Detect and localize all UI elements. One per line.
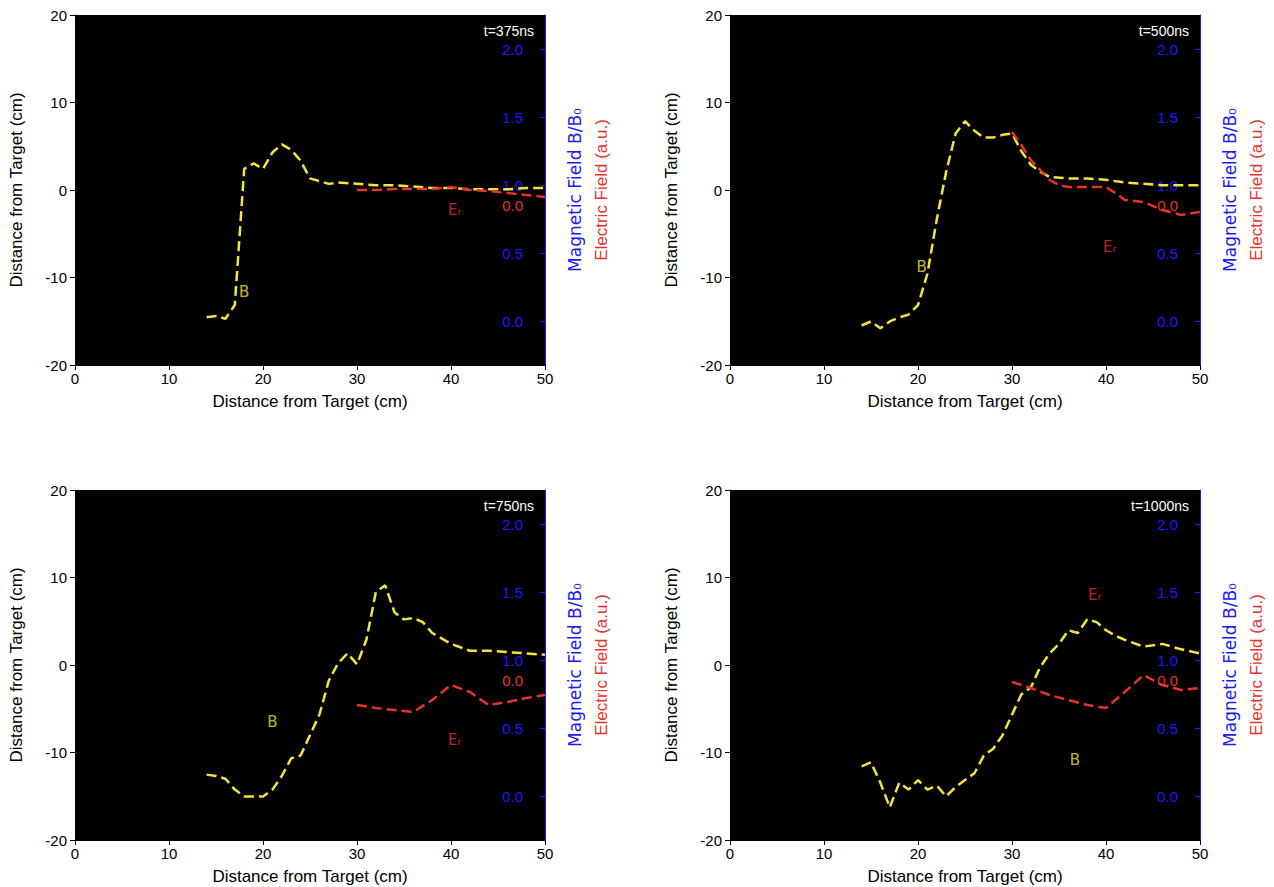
- svg-text:10: 10: [161, 370, 178, 387]
- svg-text:B: B: [1070, 751, 1080, 769]
- svg-text:2.0: 2.0: [502, 41, 523, 58]
- svg-text:2.0: 2.0: [1157, 516, 1178, 533]
- svg-text:50: 50: [537, 370, 554, 387]
- svg-text:1.0: 1.0: [502, 652, 523, 669]
- svg-text:50: 50: [1192, 370, 1209, 387]
- svg-text:10: 10: [50, 569, 67, 586]
- svg-text:-20: -20: [700, 832, 722, 849]
- svg-text:0: 0: [59, 657, 67, 674]
- svg-text:0: 0: [726, 370, 734, 387]
- svg-text:0.5: 0.5: [502, 720, 523, 737]
- svg-text:Eᵣ: Eᵣ: [1103, 238, 1116, 256]
- svg-text:0.0: 0.0: [502, 197, 523, 214]
- svg-text:t=1000ns: t=1000ns: [1131, 498, 1189, 514]
- svg-text:10: 10: [816, 845, 833, 862]
- svg-text:B: B: [239, 283, 249, 301]
- svg-text:-10: -10: [45, 744, 67, 761]
- svg-text:10: 10: [161, 845, 178, 862]
- svg-text:0: 0: [726, 845, 734, 862]
- svg-text:Electric Field (a.u.): Electric Field (a.u.): [1247, 594, 1266, 736]
- svg-text:0: 0: [71, 370, 79, 387]
- svg-text:1.5: 1.5: [502, 584, 523, 601]
- svg-text:40: 40: [443, 370, 460, 387]
- svg-text:50: 50: [1192, 845, 1209, 862]
- svg-text:40: 40: [443, 845, 460, 862]
- svg-text:Distance from Target (cm): Distance from Target (cm): [867, 867, 1062, 886]
- svg-text:10: 10: [816, 370, 833, 387]
- svg-text:Distance from Target (cm): Distance from Target (cm): [212, 392, 407, 411]
- svg-text:0.0: 0.0: [1157, 788, 1178, 805]
- svg-text:Electric Field (a.u.): Electric Field (a.u.): [592, 119, 611, 261]
- svg-text:0: 0: [59, 182, 67, 199]
- svg-text:0.0: 0.0: [502, 788, 523, 805]
- svg-text:10: 10: [50, 94, 67, 111]
- svg-text:10: 10: [705, 569, 722, 586]
- svg-text:Eᵣ: Eᵣ: [448, 201, 461, 219]
- svg-text:0.5: 0.5: [502, 245, 523, 262]
- svg-text:0.0: 0.0: [502, 313, 523, 330]
- svg-text:1.0: 1.0: [1157, 652, 1178, 669]
- svg-text:B: B: [267, 713, 277, 731]
- svg-text:0: 0: [714, 657, 722, 674]
- svg-text:50: 50: [537, 845, 554, 862]
- svg-text:0.0: 0.0: [1157, 196, 1178, 214]
- svg-text:20: 20: [910, 845, 927, 862]
- svg-text:20: 20: [50, 482, 67, 499]
- svg-text:-10: -10: [700, 269, 722, 286]
- svg-text:2.0: 2.0: [502, 516, 523, 533]
- svg-text:0.0: 0.0: [1157, 313, 1178, 330]
- svg-text:Eᵣ: Eᵣ: [448, 731, 461, 749]
- svg-text:2.0: 2.0: [1157, 41, 1178, 58]
- svg-text:1.0: 1.0: [1157, 176, 1178, 194]
- svg-text:Magnetic Field B/B₀: Magnetic Field B/B₀: [1220, 108, 1240, 272]
- svg-text:0.5: 0.5: [1157, 720, 1178, 737]
- svg-text:20: 20: [255, 845, 272, 862]
- svg-text:30: 30: [1004, 845, 1021, 862]
- svg-text:Distance from Target (cm): Distance from Target (cm): [7, 567, 26, 762]
- svg-text:0.0: 0.0: [1157, 671, 1178, 689]
- svg-text:Electric Field (a.u.): Electric Field (a.u.): [1247, 119, 1266, 261]
- svg-text:t=500ns: t=500ns: [1139, 23, 1189, 39]
- svg-text:1.5: 1.5: [1157, 109, 1178, 126]
- svg-text:Magnetic Field B/B₀: Magnetic Field B/B₀: [1220, 583, 1240, 747]
- svg-text:20: 20: [910, 370, 927, 387]
- svg-text:40: 40: [1098, 370, 1115, 387]
- svg-text:Distance from Target (cm): Distance from Target (cm): [212, 867, 407, 886]
- svg-text:Magnetic Field B/B₀: Magnetic Field B/B₀: [565, 583, 585, 747]
- svg-text:-10: -10: [45, 269, 67, 286]
- svg-text:20: 20: [255, 370, 272, 387]
- svg-text:Eᵣ: Eᵣ: [1088, 586, 1101, 604]
- svg-text:0.0: 0.0: [502, 672, 523, 689]
- svg-text:20: 20: [705, 7, 722, 24]
- svg-text:t=750ns: t=750ns: [484, 498, 534, 514]
- svg-text:Distance from Target (cm): Distance from Target (cm): [7, 92, 26, 287]
- svg-text:Distance from Target (cm): Distance from Target (cm): [867, 392, 1062, 411]
- svg-text:40: 40: [1098, 845, 1115, 862]
- svg-text:-10: -10: [700, 744, 722, 761]
- svg-text:t=375ns: t=375ns: [484, 23, 534, 39]
- svg-text:Electric Field (a.u.): Electric Field (a.u.): [592, 594, 611, 736]
- svg-text:-20: -20: [45, 357, 67, 374]
- svg-text:-20: -20: [700, 357, 722, 374]
- svg-text:10: 10: [705, 94, 722, 111]
- svg-text:30: 30: [349, 370, 366, 387]
- svg-text:20: 20: [705, 482, 722, 499]
- svg-text:Distance from Target (cm): Distance from Target (cm): [662, 567, 681, 762]
- svg-text:30: 30: [1004, 370, 1021, 387]
- svg-text:1.5: 1.5: [502, 109, 523, 126]
- svg-text:20: 20: [50, 7, 67, 24]
- svg-text:-20: -20: [45, 832, 67, 849]
- svg-text:0.5: 0.5: [1157, 245, 1178, 262]
- svg-text:30: 30: [349, 845, 366, 862]
- svg-text:B: B: [917, 258, 927, 276]
- svg-text:Distance from Target (cm): Distance from Target (cm): [662, 92, 681, 287]
- svg-text:1.0: 1.0: [502, 177, 523, 194]
- svg-text:0: 0: [71, 845, 79, 862]
- svg-text:0: 0: [714, 182, 722, 199]
- svg-text:1.5: 1.5: [1157, 584, 1178, 601]
- svg-text:Magnetic Field B/B₀: Magnetic Field B/B₀: [565, 108, 585, 272]
